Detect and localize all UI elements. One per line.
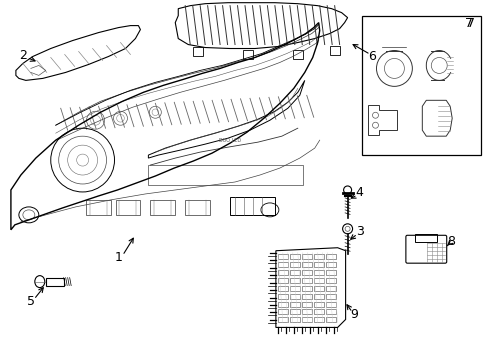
Text: 2: 2 (19, 49, 27, 62)
Bar (326, 285, 336, 291)
Bar (302, 285, 312, 291)
Bar (302, 270, 312, 275)
Bar (278, 285, 288, 291)
Bar (326, 270, 336, 275)
Bar (326, 254, 336, 259)
Bar (302, 318, 312, 323)
Bar (230, 197, 275, 215)
Bar (278, 270, 288, 275)
Bar (193, 46, 203, 57)
Text: 9: 9 (351, 308, 359, 321)
Bar (86, 200, 111, 215)
Bar (290, 310, 300, 315)
Bar (302, 310, 312, 315)
Bar (290, 318, 300, 323)
Bar (290, 270, 300, 275)
Bar (314, 278, 324, 283)
Text: 1: 1 (115, 251, 122, 264)
Bar (290, 278, 300, 283)
Bar (326, 302, 336, 306)
Bar (302, 262, 312, 267)
Bar (290, 293, 300, 298)
Text: 5: 5 (27, 295, 35, 308)
Text: 3: 3 (356, 225, 364, 238)
Bar (326, 318, 336, 323)
Bar (326, 262, 336, 267)
Text: 6: 6 (368, 50, 376, 63)
Bar (278, 254, 288, 259)
Bar (185, 200, 210, 215)
Bar (302, 293, 312, 298)
Bar (314, 318, 324, 323)
Bar (330, 45, 340, 55)
Text: 7: 7 (465, 17, 473, 30)
Bar (243, 50, 253, 59)
Bar (278, 293, 288, 298)
Bar (46, 278, 64, 285)
Bar (278, 302, 288, 306)
Bar (326, 293, 336, 298)
Bar (314, 262, 324, 267)
Text: 4: 4 (356, 186, 364, 199)
Bar (150, 200, 175, 215)
Bar (326, 310, 336, 315)
Bar (148, 165, 303, 185)
Bar (278, 310, 288, 315)
Bar (290, 254, 300, 259)
Bar (314, 302, 324, 306)
Bar (290, 285, 300, 291)
Bar (362, 15, 481, 155)
Bar (314, 310, 324, 315)
Text: 8: 8 (447, 235, 455, 248)
Bar (314, 270, 324, 275)
Bar (278, 278, 288, 283)
Bar (302, 302, 312, 306)
Bar (293, 50, 303, 59)
Bar (326, 278, 336, 283)
Bar (314, 293, 324, 298)
Bar (314, 285, 324, 291)
Bar (314, 254, 324, 259)
Bar (116, 200, 141, 215)
Text: DUO LED: DUO LED (219, 138, 241, 143)
Text: 7: 7 (467, 17, 475, 30)
Bar (290, 262, 300, 267)
Bar (302, 278, 312, 283)
Bar (278, 262, 288, 267)
Bar (302, 254, 312, 259)
Bar (416, 234, 437, 242)
Bar (278, 318, 288, 323)
Bar (290, 302, 300, 306)
